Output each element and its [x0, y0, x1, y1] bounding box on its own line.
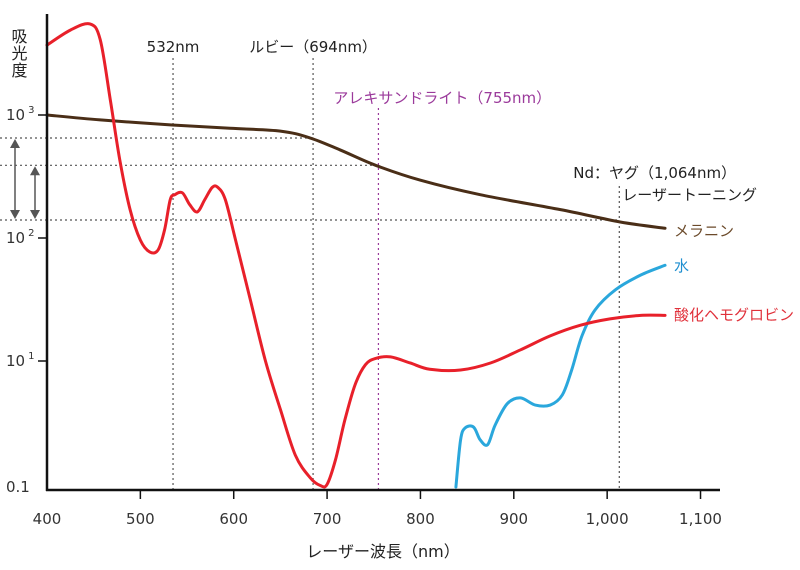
- series-label: 水: [674, 257, 689, 275]
- y-tick-label: 10 3: [6, 105, 34, 124]
- series-line: [454, 263, 667, 489]
- series-line: [45, 22, 667, 489]
- y-tick-label: 10 1: [6, 351, 34, 370]
- wavelength-markers: 532nm ルビー（694nm） アレキサンドライト（755nm） Nd：ヤグ（1,0…: [147, 38, 757, 490]
- arrow-head-down-icon: [10, 210, 20, 220]
- range-arrows: [10, 139, 40, 220]
- x-tick-label: 1,100: [679, 510, 722, 528]
- x-tick-label: 800: [406, 510, 435, 528]
- series-label: 酸化ヘモグロビン: [674, 306, 794, 324]
- x-axis-label: レーザー波長（nm）: [306, 542, 459, 561]
- marker-label: 532nm: [147, 38, 200, 56]
- x-tick-label: 900: [499, 510, 528, 528]
- x-tick-label: 600: [219, 510, 248, 528]
- marker-label: アレキサンドライト（755nm）: [333, 89, 551, 107]
- marker-label: Nd：ヤグ（1,064nm）: [573, 164, 736, 182]
- series-label: メラニン: [674, 222, 734, 240]
- marker-sublabel: レーザートーニング: [622, 186, 757, 204]
- arrow-head-up-icon: [10, 139, 20, 149]
- series-line: [45, 113, 667, 230]
- x-tick-label: 500: [126, 510, 155, 528]
- arrow-head-down-icon: [30, 210, 40, 220]
- x-tick-label: 700: [313, 510, 342, 528]
- y-axis-label: 吸光度: [9, 28, 28, 79]
- x-tick-label: 1,000: [586, 510, 629, 528]
- x-tick-label: 400: [33, 510, 62, 528]
- labels: 吸光度 レーザー波長（nm）: [9, 28, 460, 561]
- y-tick-label: 10 2: [6, 228, 34, 247]
- marker-label: ルビー（694nm）: [249, 38, 377, 56]
- reference-levels: [0, 137, 619, 221]
- y-tick-label: 0.1: [6, 478, 30, 496]
- arrow-head-up-icon: [30, 166, 40, 176]
